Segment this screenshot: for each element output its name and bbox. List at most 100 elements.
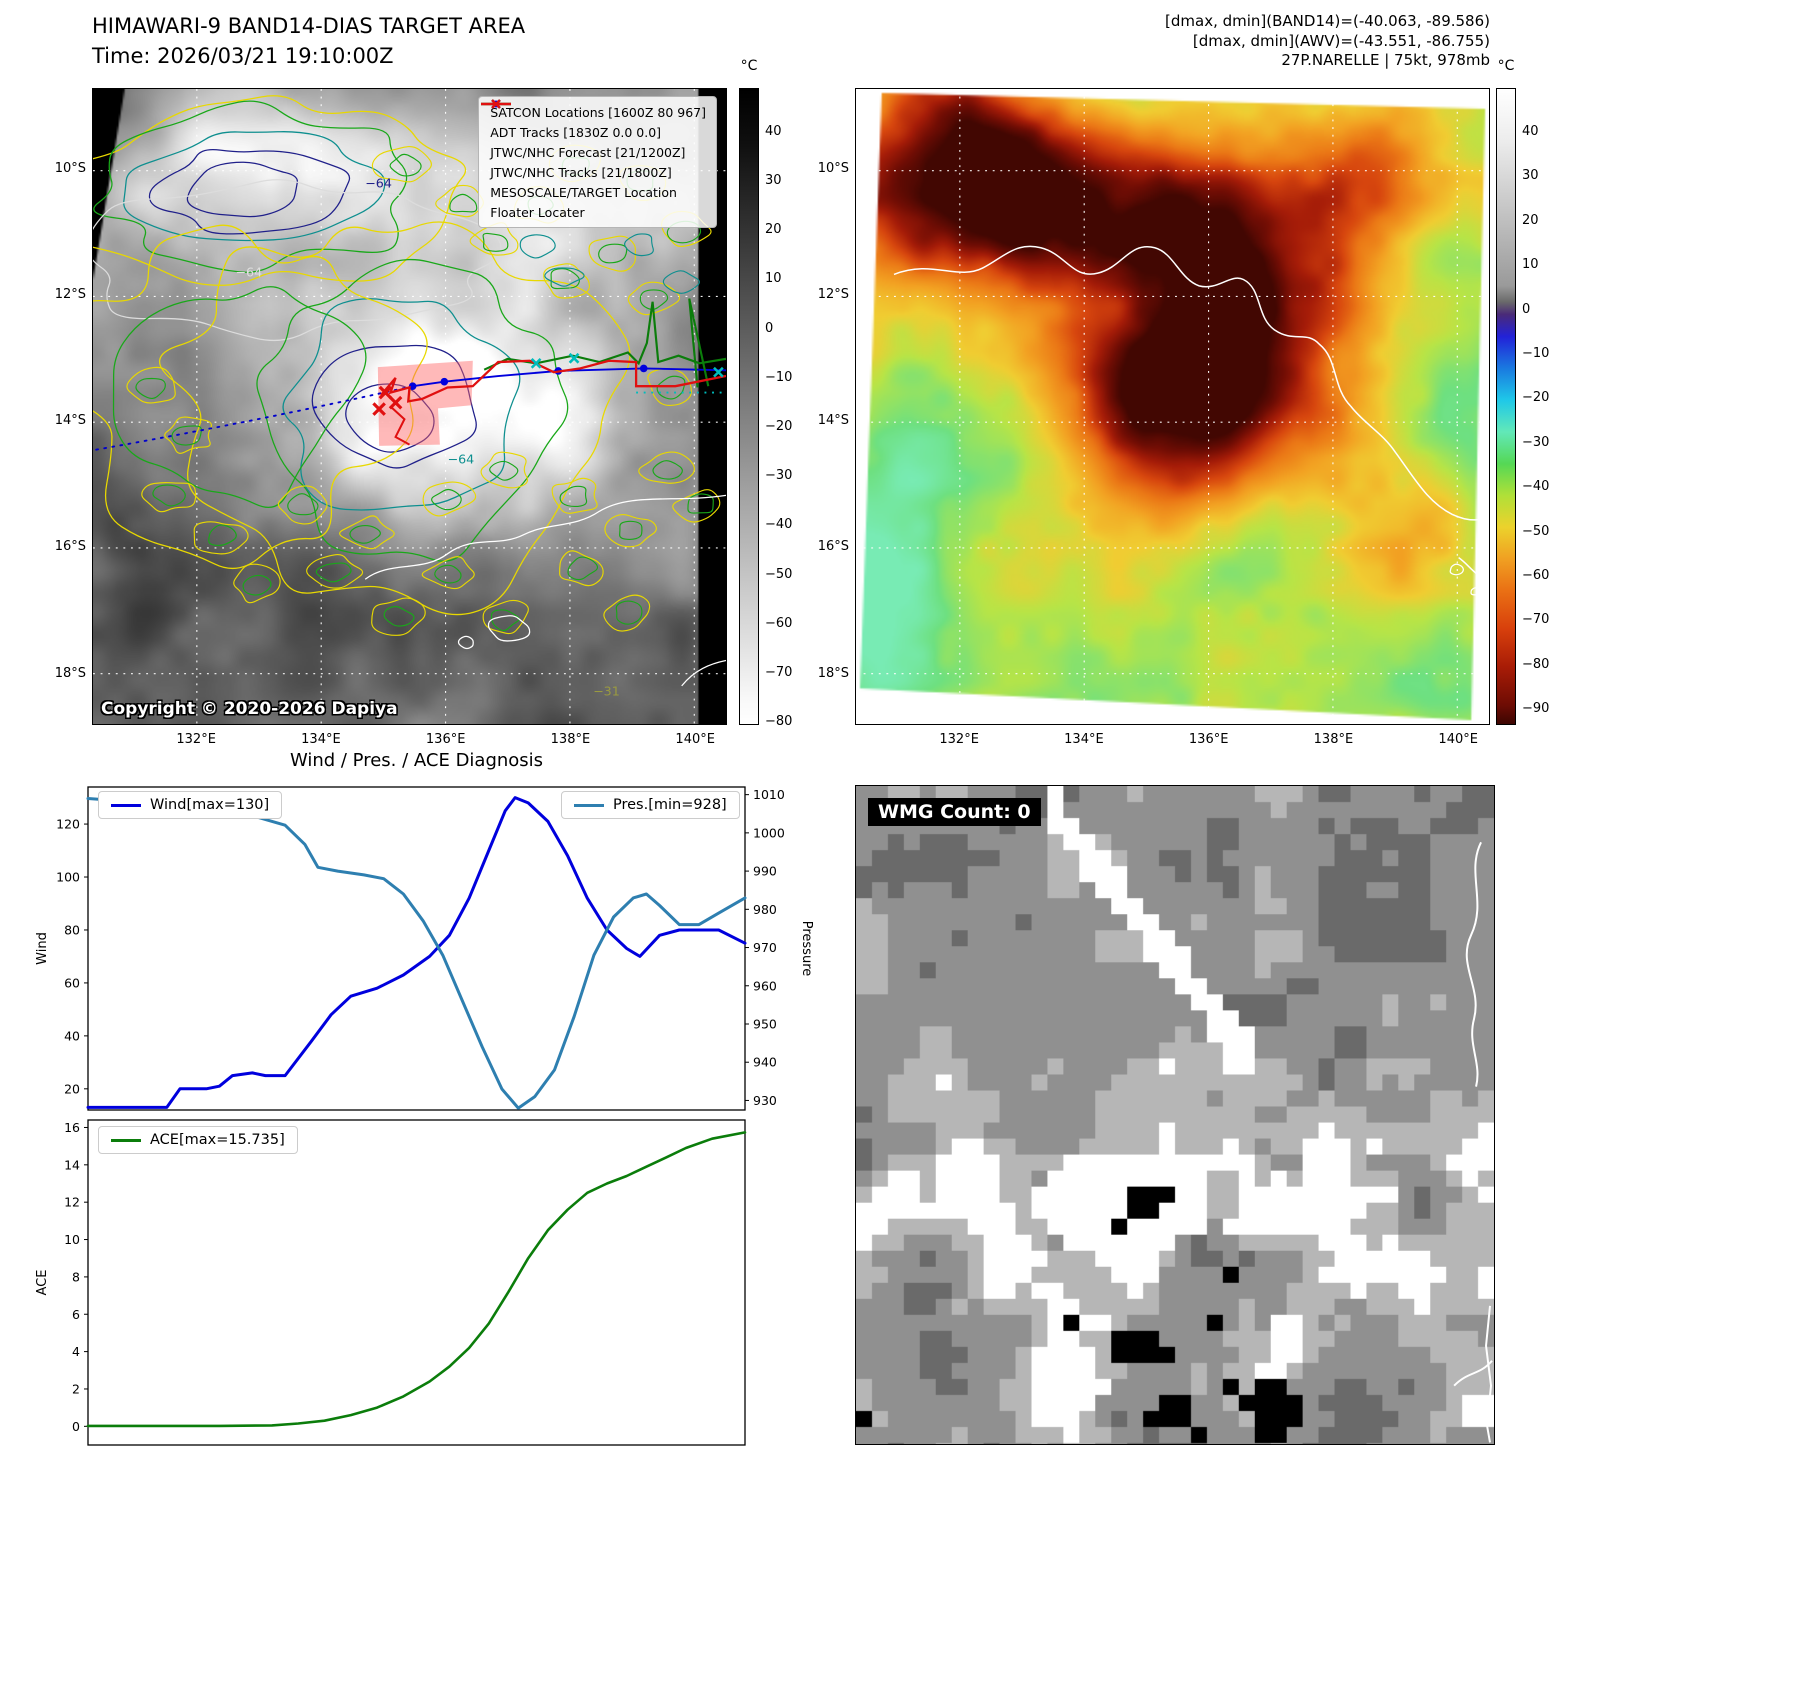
temperature-contour xyxy=(559,550,604,587)
y-axis-tick-label: 12°S xyxy=(54,287,86,303)
legend-item-label: Floater Locater xyxy=(490,204,585,220)
temperature-contour xyxy=(489,460,519,481)
y-tick-label: 60 xyxy=(64,975,80,990)
y-axis-tick-label: 16°S xyxy=(54,539,86,555)
temperature-contour xyxy=(652,460,683,480)
x-axis-tick-label: 136°E xyxy=(425,732,466,747)
temperature-contour xyxy=(349,524,381,544)
satcon-location-marker xyxy=(713,366,724,378)
wmg-count-label: WMG Count: 0 xyxy=(868,798,1041,826)
temperature-contour xyxy=(434,564,462,584)
temperature-contour xyxy=(389,153,422,177)
y-tick-label: 10 xyxy=(64,1232,80,1247)
y2-tick-label: 930 xyxy=(753,1093,777,1108)
legend-label: Pres.[min=928] xyxy=(613,797,727,813)
y2-tick-label: 950 xyxy=(753,1016,777,1031)
legend-item-label: ADT Tracks [1830Z 0.0 0.0] xyxy=(490,124,662,140)
target-location-marker xyxy=(388,395,403,410)
colorbar-tick-label: −80 xyxy=(765,714,793,730)
temperature-contour xyxy=(126,366,176,404)
y-tick-label: 0 xyxy=(72,1419,80,1434)
adt-track xyxy=(688,298,710,388)
coastline xyxy=(1453,1360,1493,1387)
temperature-contour xyxy=(311,344,477,469)
wind-pressure-chart: 20 40 60 80 100 120 930 940 950 960 970 980 990 1000 1… xyxy=(35,786,814,1111)
temperature-contour xyxy=(662,270,700,294)
awv-map-overlay xyxy=(856,89,1489,724)
temperature-contour xyxy=(242,574,272,596)
wmg-panel: WMG Count: 0 xyxy=(855,785,1495,1445)
colorbar-tick-label: 40 xyxy=(765,123,782,139)
temperature-contour xyxy=(550,268,581,290)
band14-title: HIMAWARI-9 BAND14-DIAS TARGET AREA xyxy=(92,14,526,38)
colorbar-tick-label: −70 xyxy=(1522,612,1550,628)
temperature-contour xyxy=(638,451,695,484)
y-axis-tick-label: 10°S xyxy=(54,160,86,176)
colorbar-tick-label: −70 xyxy=(765,664,793,680)
y-tick-label: 6 xyxy=(72,1307,80,1322)
colorbar-tick-label: −50 xyxy=(765,566,793,582)
y-tick-label: 120 xyxy=(56,817,80,832)
data-series-line xyxy=(86,797,747,1110)
jtwc-track-point xyxy=(440,377,449,386)
floater-track xyxy=(389,405,410,446)
awv-header-line: [dmax, dmin](AWV)=(-43.551, -86.755) xyxy=(1192,31,1490,50)
temperature-contour xyxy=(339,515,395,550)
satcon-location-marker xyxy=(530,357,542,369)
contour-label: −64 xyxy=(365,175,392,190)
awv-colorbar-unit: °C xyxy=(1497,58,1515,74)
x-axis-tick-label: 140°E xyxy=(1438,732,1478,747)
coastline xyxy=(681,659,726,687)
contour-label: −64 xyxy=(447,452,474,467)
temperature-contour xyxy=(598,243,628,264)
data-series-line xyxy=(86,1131,747,1428)
y-tick-label: 4 xyxy=(72,1344,80,1359)
temperature-contour xyxy=(588,235,636,272)
temperature-contour xyxy=(123,131,386,242)
coastline xyxy=(364,494,726,580)
awv-header-line: [dmax, dmin](BAND14)=(-40.063, -89.586) xyxy=(1165,12,1490,30)
colorbar-tick-label: 0 xyxy=(765,320,774,336)
y-tick-label: 14 xyxy=(64,1157,80,1172)
temperature-contour xyxy=(287,493,319,516)
temperature-contour xyxy=(627,281,681,316)
coastline xyxy=(1458,556,1488,580)
temperature-contour xyxy=(112,286,367,508)
temperature-contour xyxy=(431,488,462,511)
temperature-contour xyxy=(543,263,590,299)
temperature-contour xyxy=(687,493,714,514)
legend-item-label: MESOSCALE/TARGET Location xyxy=(490,184,677,200)
temperature-contour xyxy=(482,599,529,635)
x-axis-tick-label: 136°E xyxy=(1188,732,1229,747)
temperature-contour xyxy=(152,484,186,507)
temperature-contour xyxy=(544,267,585,287)
x-axis-tick-label: 140°E xyxy=(675,732,715,747)
temperature-contour xyxy=(603,594,651,632)
legend-item-label: JTWC/NHC Tracks [21/1800Z] xyxy=(490,164,672,180)
target-location-marker xyxy=(372,402,386,416)
y2-tick-label: 990 xyxy=(753,864,777,879)
temperature-contour xyxy=(480,451,529,489)
ace-chart: 0 2 4 6 8 10 12 14 16 ACE xyxy=(35,1119,747,1446)
island-coastline xyxy=(457,635,474,650)
colorbar-tick-label: 20 xyxy=(765,222,782,238)
temperature-contour xyxy=(371,146,432,183)
jtwc-track-point xyxy=(639,364,648,373)
colorbar-tick-label: −10 xyxy=(765,369,793,385)
colorbar-tick-label: −60 xyxy=(1522,567,1550,583)
colorbar-tick-label: 40 xyxy=(1522,123,1539,139)
y2-tick-label: 1000 xyxy=(753,825,785,840)
band14-time-label: Time: 2026/03/21 19:10:00Z xyxy=(92,44,394,68)
island-coastline xyxy=(487,615,531,642)
colorbar-tick-label: −50 xyxy=(1522,523,1550,539)
band14-map-legend: SATCON Locations [1600Z 80 967] ADT Track… xyxy=(478,96,717,228)
floater-track xyxy=(380,359,726,403)
colorbar-tick-label: −30 xyxy=(1522,434,1550,450)
legend-item: Floater Locater xyxy=(481,102,706,221)
colorbar-tick-label: −40 xyxy=(765,517,793,533)
awv-header: [dmax, dmin](BAND14)=(-40.063, -89.586)[… xyxy=(990,12,1490,71)
awv-satellite-image xyxy=(856,89,1489,724)
y-axis-label: Wind xyxy=(35,932,50,965)
y2-tick-label: 960 xyxy=(753,978,777,993)
y-axis-tick-label: 12°S xyxy=(817,287,849,303)
